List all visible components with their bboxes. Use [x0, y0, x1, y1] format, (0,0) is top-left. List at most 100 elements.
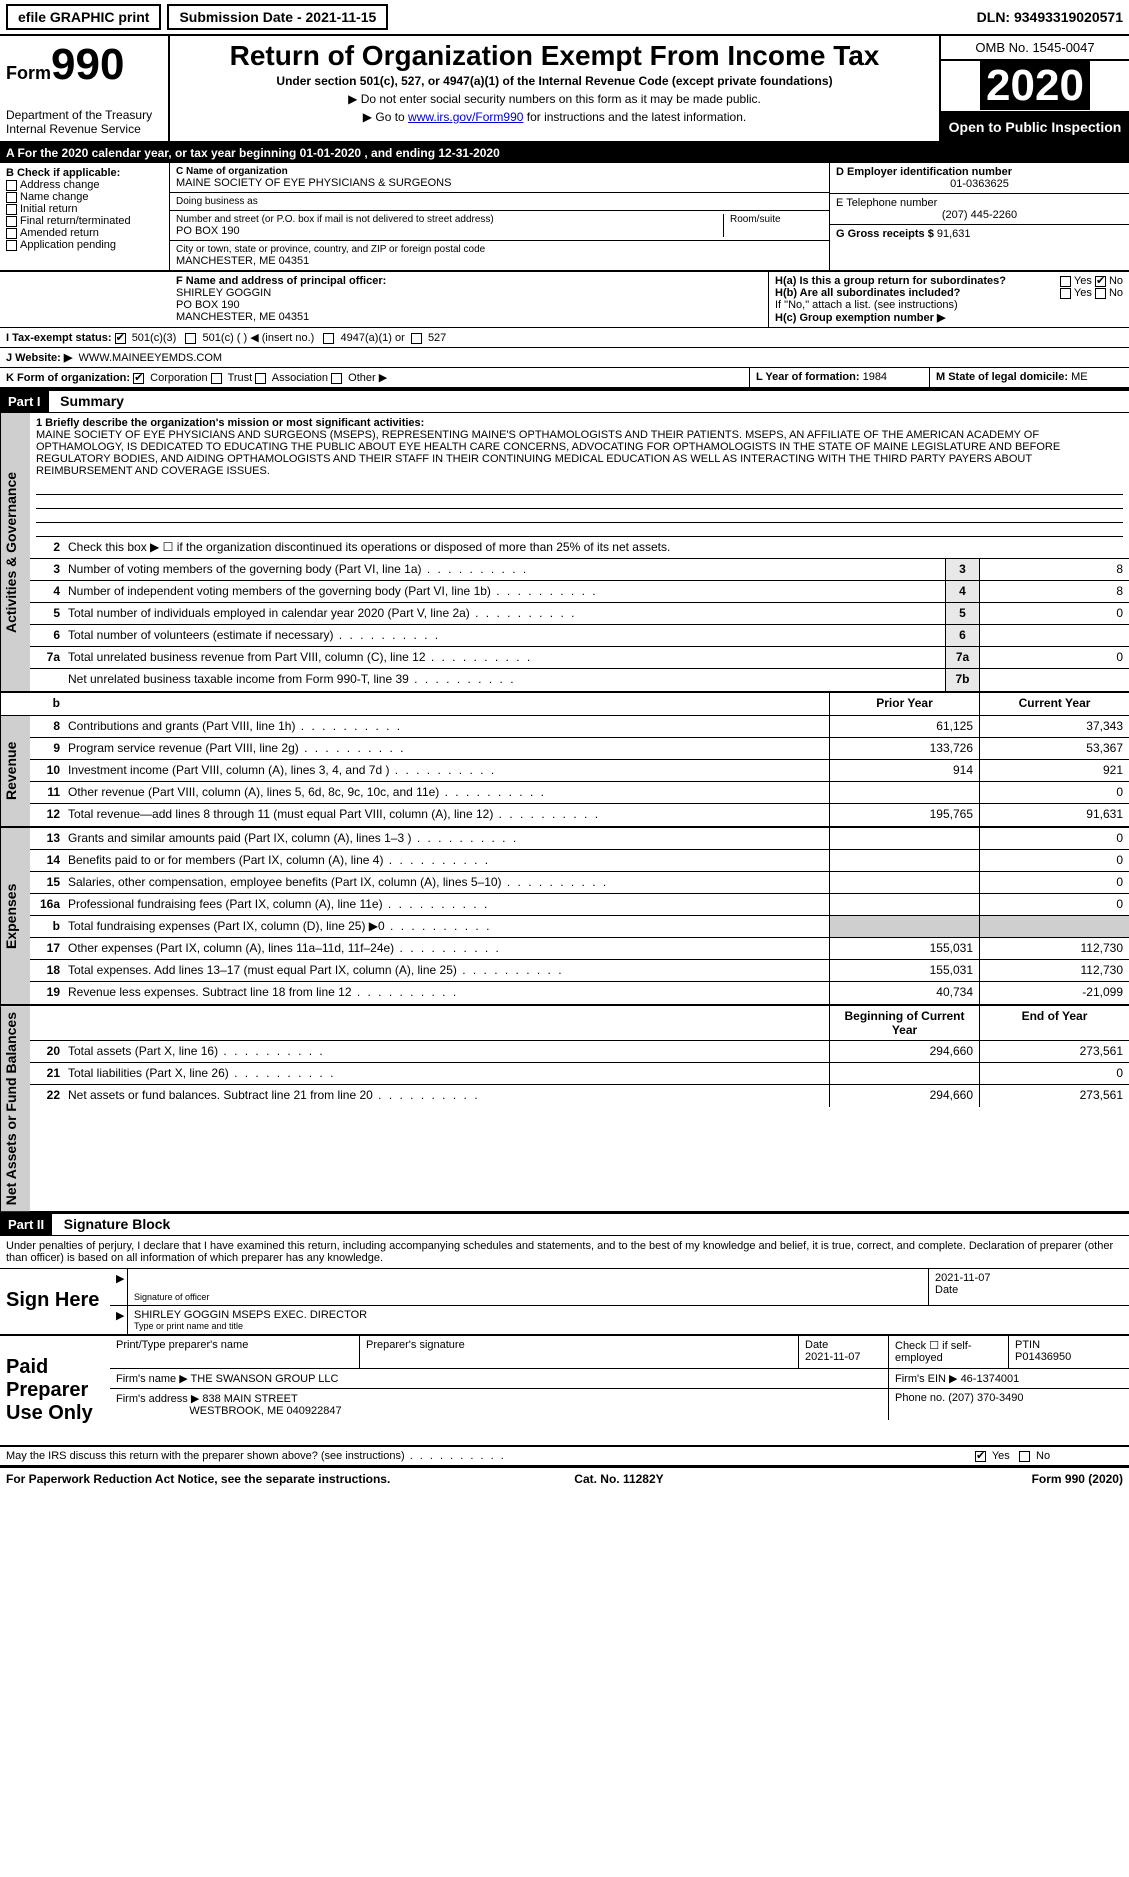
- phone: (207) 445-2260: [836, 209, 1123, 221]
- paperwork-notice: For Paperwork Reduction Act Notice, see …: [6, 1472, 390, 1486]
- gov-row-6: 6Total number of volunteers (estimate if…: [30, 625, 1129, 647]
- website: WWW.MAINEEYEMDS.COM: [78, 352, 222, 364]
- col-prior-year: Prior Year: [829, 693, 979, 715]
- year-formed: 1984: [863, 371, 887, 383]
- gov-row-4: 4Number of independent voting members of…: [30, 581, 1129, 603]
- signature-block: Under penalties of perjury, I declare th…: [0, 1236, 1129, 1467]
- header-left: Form990 Department of the Treasury Inter…: [0, 36, 170, 141]
- row-i: I Tax-exempt status: 501(c)(3) 501(c) ( …: [0, 328, 1129, 348]
- expense-row-15: 15Salaries, other compensation, employee…: [30, 872, 1129, 894]
- discuss-with-preparer: May the IRS discuss this return with the…: [0, 1447, 969, 1465]
- chk-discuss-yes[interactable]: [975, 1451, 986, 1462]
- gross-receipts: 91,631: [937, 228, 971, 240]
- expense-row-13: 13Grants and similar amounts paid (Part …: [30, 828, 1129, 850]
- chk-final-return[interactable]: Final return/terminated: [6, 215, 163, 227]
- gov-row-7a: 7aTotal unrelated business revenue from …: [30, 647, 1129, 669]
- expense-row-14: 14Benefits paid to or for members (Part …: [30, 850, 1129, 872]
- cat-no: Cat. No. 11282Y: [574, 1472, 663, 1486]
- side-label-revenue: Revenue: [0, 716, 30, 826]
- box-b: B Check if applicable: Address change Na…: [0, 163, 170, 270]
- netassets-row-20: 20Total assets (Part X, line 16)294,6602…: [30, 1041, 1129, 1063]
- arrow-icon: ▶: [110, 1269, 128, 1305]
- irs-link[interactable]: www.irs.gov/Form990: [408, 110, 523, 124]
- revenue-row-10: 10Investment income (Part VIII, column (…: [30, 760, 1129, 782]
- form-title: Return of Organization Exempt From Incom…: [176, 40, 933, 72]
- expense-row-18: 18Total expenses. Add lines 13–17 (must …: [30, 960, 1129, 982]
- form-number: Form990: [6, 40, 162, 90]
- city-state-zip: MANCHESTER, ME 04351: [176, 255, 823, 267]
- footer: For Paperwork Reduction Act Notice, see …: [0, 1467, 1129, 1490]
- officer-sign-date: 2021-11-07: [935, 1272, 1123, 1284]
- preparer-date: 2021-11-07: [805, 1351, 882, 1363]
- dept-label: Department of the Treasury Internal Reve…: [6, 108, 162, 136]
- side-label-expenses: Expenses: [0, 828, 30, 1004]
- org-name: MAINE SOCIETY OF EYE PHYSICIANS & SURGEO…: [176, 177, 823, 189]
- revenue-row-8: 8Contributions and grants (Part VIII, li…: [30, 716, 1129, 738]
- expense-row-16a: 16aProfessional fundraising fees (Part I…: [30, 894, 1129, 916]
- netassets-row-22: 22Net assets or fund balances. Subtract …: [30, 1085, 1129, 1107]
- paid-preparer-label: Paid Preparer Use Only: [0, 1336, 110, 1445]
- top-bar: efile GRAPHIC print Submission Date - 20…: [0, 0, 1129, 36]
- firm-name: THE SWANSON GROUP LLC: [191, 1373, 339, 1385]
- revenue-row-11: 11Other revenue (Part VIII, column (A), …: [30, 782, 1129, 804]
- street-address: PO BOX 190: [176, 225, 723, 237]
- mission-text: MAINE SOCIETY OF EYE PHYSICIANS AND SURG…: [36, 429, 1060, 477]
- sign-here-label: Sign Here: [0, 1269, 110, 1334]
- header-right: OMB No. 1545-0047 2020 Open to Public In…: [939, 36, 1129, 141]
- gov-row-5: 5Total number of individuals employed in…: [30, 603, 1129, 625]
- expense-row-b: bTotal fundraising expenses (Part IX, co…: [30, 916, 1129, 938]
- revenue-row-9: 9Program service revenue (Part VIII, lin…: [30, 738, 1129, 760]
- form-subtitle: Under section 501(c), 527, or 4947(a)(1)…: [176, 74, 933, 88]
- officer-printed-name: SHIRLEY GOGGIN MSEPS EXEC. DIRECTOR: [134, 1309, 1123, 1321]
- side-label-netassets: Net Assets or Fund Balances: [0, 1006, 30, 1211]
- row-j: J Website: ▶ WWW.MAINEEYEMDS.COM: [0, 348, 1129, 368]
- chk-501c3[interactable]: [115, 333, 126, 344]
- note-link: ▶ Go to www.irs.gov/Form990 for instruct…: [176, 110, 933, 124]
- header-mid: Return of Organization Exempt From Incom…: [170, 36, 939, 141]
- section-expenses: Expenses 13Grants and similar amounts pa…: [0, 828, 1129, 1006]
- ptin: P01436950: [1015, 1351, 1123, 1363]
- firm-addr1: 838 MAIN STREET: [202, 1393, 297, 1405]
- expense-row-17: 17Other expenses (Part IX, column (A), l…: [30, 938, 1129, 960]
- ein: 01-0363625: [836, 178, 1123, 190]
- state-domicile: ME: [1071, 371, 1088, 383]
- expense-row-19: 19Revenue less expenses. Subtract line 1…: [30, 982, 1129, 1004]
- chk-amended-return[interactable]: Amended return: [6, 227, 163, 239]
- side-label-governance: Activities & Governance: [0, 413, 30, 691]
- chk-initial-return[interactable]: Initial return: [6, 203, 163, 215]
- officer-name: SHIRLEY GOGGIN: [176, 287, 271, 299]
- netassets-row-21: 21Total liabilities (Part X, line 26)0: [30, 1063, 1129, 1085]
- section-revenue: Revenue 8Contributions and grants (Part …: [0, 716, 1129, 828]
- box-deg: D Employer identification number 01-0363…: [829, 163, 1129, 270]
- dln: DLN: 93493319020571: [977, 9, 1123, 25]
- note-ssn: ▶ Do not enter social security numbers o…: [176, 92, 933, 106]
- omb-number: OMB No. 1545-0047: [941, 36, 1129, 61]
- firm-addr2: WESTBROOK, ME 040922847: [189, 1405, 341, 1417]
- col-current-year: Current Year: [979, 693, 1129, 715]
- gov-row-7b: Net unrelated business taxable income fr…: [30, 669, 1129, 691]
- part1-header: Part I Summary: [0, 389, 1129, 413]
- chk-address-change[interactable]: Address change: [6, 179, 163, 191]
- firm-phone: (207) 370-3490: [948, 1392, 1023, 1404]
- chk-name-change[interactable]: Name change: [6, 191, 163, 203]
- section-governance: Activities & Governance 1 Briefly descri…: [0, 413, 1129, 693]
- sig-intro: Under penalties of perjury, I declare th…: [0, 1236, 1129, 1269]
- efile-label: efile GRAPHIC print: [6, 4, 161, 30]
- submission-date-box: Submission Date - 2021-11-15: [167, 4, 388, 30]
- box-c: C Name of organization MAINE SOCIETY OF …: [170, 163, 829, 270]
- gov-row-3: 3Number of voting members of the governi…: [30, 559, 1129, 581]
- form-header: Form990 Department of the Treasury Inter…: [0, 36, 1129, 143]
- chk-application-pending[interactable]: Application pending: [6, 239, 163, 251]
- row-f-h: F Name and address of principal officer:…: [0, 272, 1129, 328]
- firm-ein: 46-1374001: [961, 1373, 1020, 1385]
- section-netassets-header: Net Assets or Fund Balances Beginning of…: [0, 1006, 1129, 1212]
- tax-year: 2020: [980, 61, 1090, 110]
- entity-block: B Check if applicable: Address change Na…: [0, 163, 1129, 272]
- row-a-tax-year: A For the 2020 calendar year, or tax yea…: [0, 143, 1129, 163]
- revenue-row-12: 12Total revenue—add lines 8 through 11 (…: [30, 804, 1129, 826]
- mission-row: 1 Briefly describe the organization's mi…: [30, 413, 1129, 481]
- part2-header: Part II Signature Block: [0, 1212, 1129, 1236]
- chk-discuss-no[interactable]: [1019, 1451, 1030, 1462]
- row-klm: K Form of organization: Corporation Trus…: [0, 368, 1129, 389]
- section-revenue-header: b Prior Year Current Year: [0, 693, 1129, 716]
